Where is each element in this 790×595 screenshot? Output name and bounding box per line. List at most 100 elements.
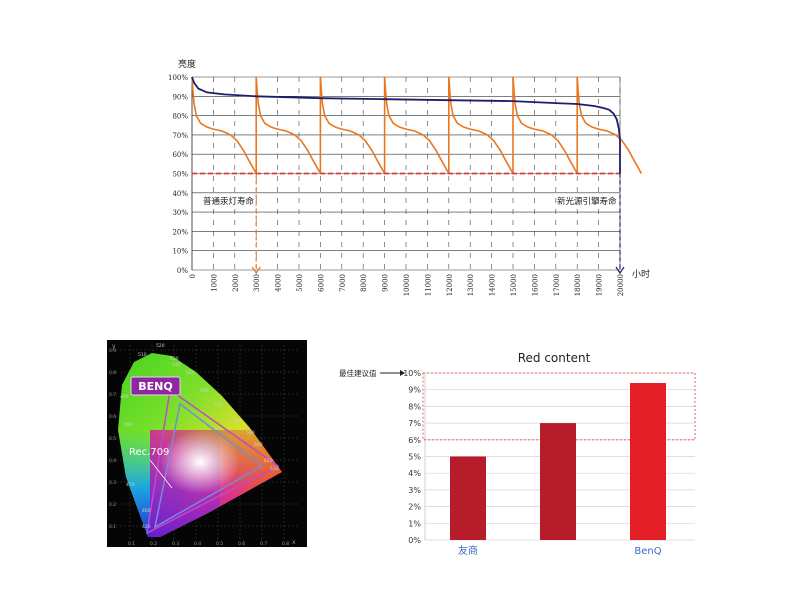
x-axis-label: 小时 [632,268,650,280]
rec709-gamut-triangle [153,402,264,529]
wavelength-labels: 520 530 510 540 550 560 570 580 590 600 620 630 490 4… [120,343,279,530]
benq-badge-box [130,376,181,396]
y-tick-label: 10% [172,248,188,256]
wavelength-label: 560 [200,388,209,394]
x-axis-ticks: 0 1000 2000 3000 4000 5000 6000 7000 8000 9000 100… [189,274,625,296]
lamp-life-chart: 100% 90% 80% 70% 60% 50% 40% 30% 20% 10% 0% 0 1000 2… [168,58,650,296]
bar-chart-title: Red content [518,351,591,365]
y-axis-label: 亮度 [178,58,196,70]
bar-y-tick-label: 2% [408,503,421,512]
bar-y-tick-label: 7% [408,419,421,428]
recommended-label: 最佳建议值 [339,368,377,378]
wavelength-label: 520 [156,343,165,349]
lamp-end-arrow-head [251,266,261,275]
gamut-y-tick: 0.5 [109,436,116,442]
x-tick-label: 12000 [446,274,454,296]
benq-gamut-triangle [146,388,280,535]
lamp-cycle-line [191,76,257,174]
x-tick-label: 4000 [275,274,283,292]
lamp-cycle-line [383,76,450,174]
gamut-x-tick: 0.3 [172,541,179,547]
x-tick-label: 10000 [403,274,411,296]
x-tick-label: 6000 [317,274,325,292]
wavelength-label: 570 [214,402,223,408]
bar-y-axis-ticks: 10% 9% 8% 7% 6% 5% 4% 3% 2% 1% 0% [403,369,421,545]
x-tick-label: 8000 [360,274,368,292]
wavelength-label: 470 [126,482,135,488]
led-life-line [191,76,621,139]
x-tick-label: 5000 [296,274,304,292]
x-tick-label: 7000 [339,274,347,292]
bar-y-tick-label: 1% [408,519,421,528]
bar-y-tick-label: 9% [408,386,421,395]
bar-chart-grid [424,372,695,541]
y-tick-label: 60% [172,151,188,159]
x-tick-label: 0 [189,274,197,278]
lamp-cycle-line [576,76,643,174]
wavelength-label: 600 [254,442,263,448]
wavelength-label: 620 [264,458,273,464]
bar [450,456,486,540]
x-tick-label: 9000 [382,274,390,292]
wavelength-label: 590 [246,430,255,436]
lamp-cycle-line [319,76,386,174]
wavelength-label: 510 [138,352,147,358]
rec709-label: Rec.709 [129,447,169,458]
bars [450,383,666,540]
y-tick-label: 90% [172,93,188,101]
bar-y-tick-label: 10% [403,369,421,378]
lamp-cycle-line [448,76,514,174]
series-label-lamp: 普通汞灯寿命 [203,196,255,207]
bar-y-tick-label: 8% [408,402,421,411]
gamut-y-tick: 0.1 [109,524,116,530]
y-tick-label: 30% [172,209,188,217]
category-label: BenQ [634,546,661,557]
bar [630,383,666,540]
bar [540,423,576,540]
wavelength-label: 420 [142,524,151,530]
lamp-cycle-line [512,76,578,174]
x-tick-label: 17000 [553,274,561,296]
gamut-y-tick: 0.7 [109,392,116,398]
y-tick-label: 20% [172,228,188,236]
bar-y-tick-label: 3% [408,486,421,495]
led-end-arrow-head [615,266,625,275]
bar-y-tick-label: 0% [408,536,421,545]
wavelength-label: 480 [124,422,133,428]
spectral-locus [118,353,282,537]
gamut-x-tick: 0.4 [194,541,201,547]
gamut-axis-ticks: 0.1 0.2 0.3 0.4 0.5 0.6 0.7 0.8 0.9 0.8 0.7 0.6 0.5 0… [109,348,289,547]
chart-series [191,76,643,275]
gamut-x-axis-label: x [292,539,296,546]
wavelength-label: 540 [172,362,181,368]
wavelength-label: 530 [170,356,179,362]
gamut-x-tick: 0.2 [150,541,157,547]
x-tick-label: 11000 [424,274,432,296]
x-tick-label: 14000 [489,274,497,296]
recommended-range-box [422,372,696,441]
category-label: 友商 [458,544,478,557]
gamut-x-tick: 0.8 [282,541,289,547]
y-tick-label: 80% [172,113,188,121]
y-tick-label: 0% [177,267,188,275]
category-labels: 友商 BenQ [458,544,662,557]
gamut-y-tick: 0.2 [109,502,116,508]
gamut-x-tick: 0.1 [128,541,135,547]
wavelength-label: 490 [120,394,129,400]
bar-y-tick-label: 4% [408,469,421,478]
gamut-y-tick: 0.9 [109,348,116,354]
y-tick-label: 100% [168,74,188,82]
y-tick-label: 50% [172,171,188,179]
rec709-pointer [149,459,173,489]
gamut-y-tick: 0.8 [109,370,116,376]
gamut-grid [112,345,300,540]
x-tick-label: 16000 [531,274,539,296]
x-tick-label: 15000 [510,274,518,296]
y-tick-label: 70% [172,132,188,140]
x-tick-label: 19000 [596,274,604,296]
gamut-y-tick: 0.4 [109,458,116,464]
gamut-x-tick: 0.6 [238,541,245,547]
bar-y-tick-label: 5% [408,453,421,462]
gamut-x-tick: 0.5 [216,541,223,547]
bar-y-tick-label: 6% [408,436,421,445]
